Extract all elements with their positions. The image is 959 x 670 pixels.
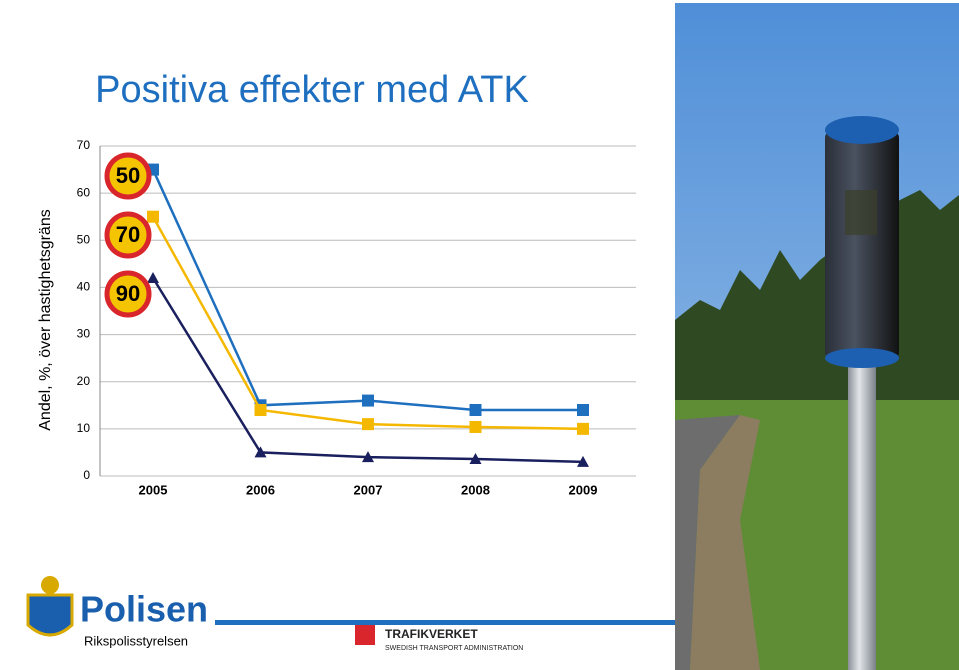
- marker: [577, 404, 589, 416]
- y-tick-label: 30: [77, 327, 91, 341]
- marker: [469, 453, 482, 465]
- y-tick-label: 0: [83, 468, 90, 482]
- legend-sign: [104, 152, 152, 200]
- footer: Polisen Rikspolisstyrelsen TRAFIKVERKET …: [26, 576, 675, 652]
- agency-subtitle: SWEDISH TRANSPORT ADMINISTRATION: [385, 645, 523, 652]
- x-tick-label: 2006: [246, 482, 275, 497]
- marker: [254, 446, 267, 458]
- agency: TRAFIKVERKET: [385, 627, 478, 641]
- legend-label: 70: [116, 222, 140, 247]
- plot: 0 10 20 30 40 50 60 70 2005 2006 2007 2008 2009 50 70 9…: [77, 138, 636, 497]
- y-tick-label: 50: [77, 232, 91, 246]
- marker: [147, 272, 159, 283]
- marker: [362, 394, 374, 407]
- legend-sign: [104, 211, 152, 259]
- organization: Rikspolisstyrelsen: [84, 633, 188, 648]
- y-tick-label: 10: [77, 421, 91, 435]
- x-tick-label: 2007: [354, 482, 383, 497]
- y-tick-label: 40: [77, 280, 91, 294]
- legend-label: 90: [116, 281, 140, 306]
- x-tick-label: 2009: [569, 482, 598, 497]
- y-tick-label: 60: [77, 185, 91, 199]
- marker: [577, 455, 589, 467]
- marker: [362, 418, 374, 431]
- y-tick-label: 70: [77, 138, 91, 152]
- chart-title: Positiva effekter med ATK: [95, 69, 529, 111]
- marker: [254, 404, 267, 416]
- marker: [577, 422, 589, 435]
- marker: [469, 404, 482, 416]
- x-tick-label: 2005: [139, 482, 168, 497]
- marker: [147, 210, 159, 223]
- photo: [675, 3, 959, 670]
- logo-text: Polisen: [80, 589, 208, 630]
- x-tick-label: 2008: [461, 482, 490, 497]
- legend-sign: [104, 270, 152, 318]
- y-axis-label: Andel, %, över hastighetsgräns: [37, 209, 54, 430]
- marker: [469, 420, 482, 433]
- legend-label: 50: [116, 163, 140, 188]
- marker: [362, 451, 374, 463]
- y-tick-label: 20: [77, 374, 91, 388]
